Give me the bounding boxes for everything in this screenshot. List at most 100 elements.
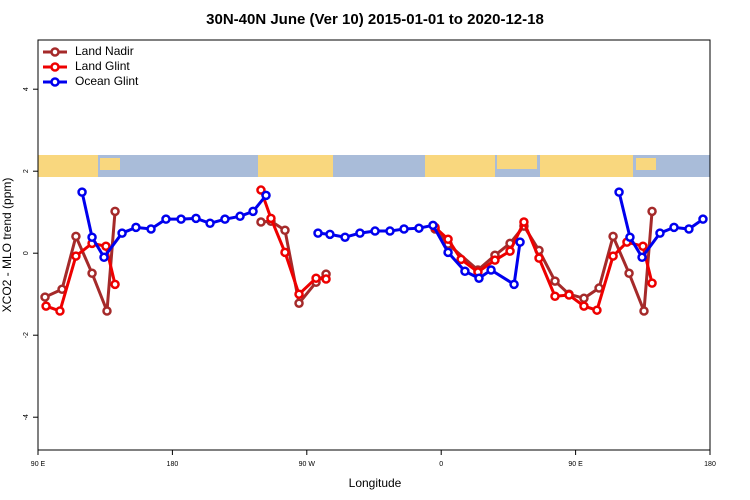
point (71, 251, 81, 261)
y-tick-label: 2 (23, 169, 30, 173)
point (146, 224, 156, 234)
point (515, 237, 525, 247)
series-line (434, 218, 654, 313)
map-strip (38, 155, 710, 177)
point (564, 290, 574, 300)
point (592, 305, 602, 315)
point (509, 279, 519, 290)
y-tick-label: 0 (23, 251, 30, 255)
point (428, 220, 438, 231)
point (205, 218, 215, 229)
point (117, 228, 127, 238)
chart-title: 30N-40N June (Ver 10) 2015-01-01 to 2020… (206, 11, 544, 28)
legend-marker (50, 77, 60, 87)
point (55, 306, 65, 316)
point (313, 228, 323, 238)
point (256, 185, 266, 195)
x-tick-label: 0 (439, 461, 443, 468)
point (639, 306, 649, 316)
point (550, 276, 560, 286)
point (456, 254, 466, 265)
point (519, 217, 529, 227)
point (110, 279, 120, 290)
series-line (433, 211, 654, 312)
point (340, 232, 350, 242)
point (355, 228, 365, 238)
x-tick-label: 90 E (31, 461, 46, 468)
point (40, 292, 50, 302)
point (385, 226, 395, 236)
point (669, 222, 679, 233)
legend-marker (50, 47, 60, 57)
point (77, 187, 87, 197)
point (280, 225, 290, 235)
point (311, 273, 321, 283)
point (191, 213, 201, 224)
x-tick-label: 90 W (299, 461, 316, 468)
plot-frame (37, 39, 711, 451)
point (256, 217, 266, 227)
x-tick-label: 90 E (568, 461, 583, 468)
series-line (80, 191, 268, 260)
point (87, 232, 97, 242)
point (684, 224, 694, 234)
point (161, 214, 171, 224)
point (460, 266, 470, 276)
point (698, 214, 708, 224)
point (325, 229, 335, 240)
point (220, 214, 230, 224)
point (579, 301, 589, 311)
y-axis-label: XCO2 - MLO trend (ppm) (0, 178, 14, 313)
point (638, 241, 648, 251)
point (474, 273, 484, 283)
point (579, 293, 589, 304)
point (110, 206, 120, 217)
point (550, 291, 560, 301)
point (87, 268, 97, 279)
point (399, 224, 409, 234)
y-tick-label: 4 (23, 87, 30, 91)
point (443, 234, 453, 245)
point (534, 253, 544, 263)
point (647, 206, 657, 217)
point (101, 241, 111, 251)
point (625, 232, 635, 242)
point (321, 274, 331, 284)
legend-label: Land Glint (75, 59, 130, 73)
point (637, 252, 647, 263)
point (235, 211, 245, 222)
point (490, 255, 500, 265)
point (486, 265, 496, 275)
point (41, 301, 51, 311)
point (655, 228, 665, 238)
point (414, 223, 424, 233)
point (261, 190, 271, 201)
legend-marker (50, 62, 60, 72)
y-tick-label: -2 (23, 332, 30, 338)
point (131, 222, 141, 233)
point (614, 187, 624, 197)
point (608, 251, 618, 261)
point (280, 247, 290, 258)
x-axis-label: Longitude (349, 476, 402, 490)
point (608, 231, 618, 242)
point (647, 278, 657, 288)
point (370, 226, 380, 236)
point (248, 206, 258, 217)
point (294, 289, 304, 299)
point (176, 214, 186, 224)
legend-label: Ocean Glint (75, 74, 139, 88)
point (99, 252, 109, 263)
point (294, 298, 304, 308)
x-tick-label: 180 (704, 461, 716, 468)
point (624, 268, 634, 279)
legend-label: Land Nadir (75, 44, 134, 58)
x-tick-label: 180 (167, 461, 179, 468)
point (266, 213, 276, 224)
point (102, 306, 112, 316)
point (505, 246, 515, 256)
point (443, 247, 453, 258)
y-tick-label: -4 (23, 414, 30, 420)
point (71, 231, 81, 242)
